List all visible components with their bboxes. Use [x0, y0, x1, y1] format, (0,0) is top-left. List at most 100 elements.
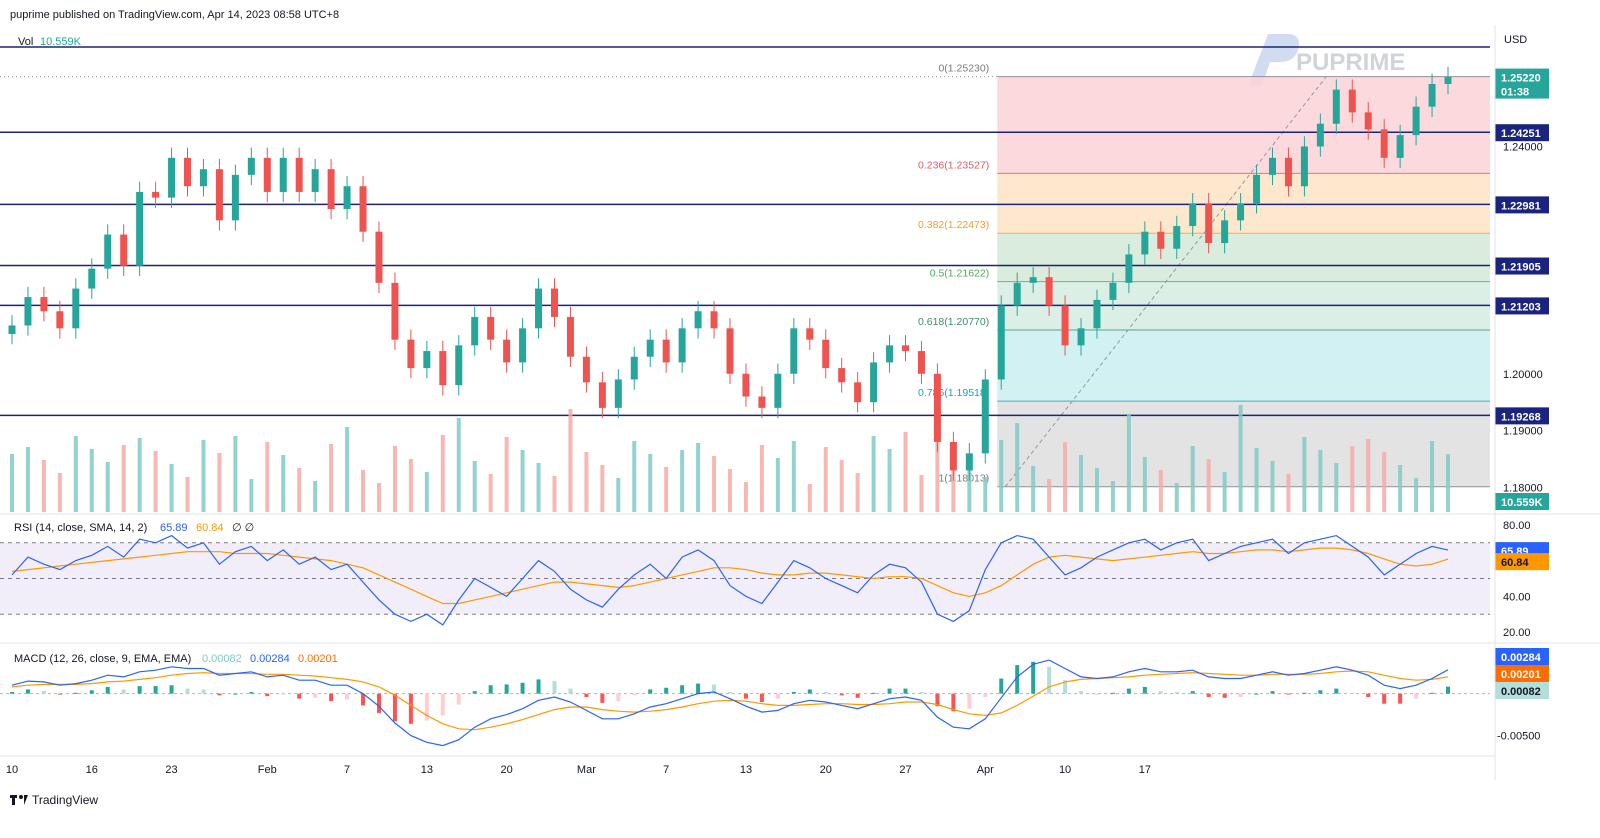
volume-bar: [313, 481, 318, 512]
volume-bar: [903, 432, 908, 512]
candle-body: [1364, 112, 1372, 130]
volume-bar: [855, 473, 860, 512]
candle-body: [295, 157, 303, 192]
macd-histogram-bar: [839, 693, 844, 696]
candle-body: [1300, 146, 1308, 187]
macd-histogram-bar: [712, 684, 717, 694]
volume-bar: [552, 476, 557, 512]
volume-bar: [456, 418, 461, 512]
macd-histogram-bar: [424, 693, 429, 721]
macd-hist-last-label-text: 0.00082: [1501, 686, 1541, 698]
candle-body: [726, 328, 734, 374]
macd-histogram-bar: [728, 691, 732, 694]
candle-body: [1428, 83, 1436, 107]
time-tick-label: 16: [86, 764, 98, 776]
rsi-sma-last-label-bg: [1495, 553, 1549, 571]
macd-hist-last-label-bg: [1495, 682, 1549, 699]
fibonacci-retracement[interactable]: 0(1.25230) 0.236(1.23527) 0.382(1.22473) 0.…: [0, 63, 1490, 488]
volume-legend-value: 10.559K: [40, 36, 82, 48]
macd-signal-line: [11, 670, 1449, 731]
volume-bar: [424, 472, 429, 512]
fib-zone: [997, 401, 1490, 487]
rsi-sma-last-label: 60.84: [1495, 553, 1549, 571]
candle-body: [40, 297, 48, 312]
candle-body: [1268, 157, 1276, 175]
candle-body: [1013, 282, 1021, 306]
candle-body: [1189, 203, 1197, 227]
macd-histogram-bar: [25, 689, 30, 694]
macd-histogram-bar: [1031, 661, 1036, 694]
volume-bar: [1318, 450, 1323, 512]
candle-body: [1316, 123, 1324, 147]
macd-histogram-bar: [504, 684, 509, 694]
candle-body: [327, 169, 335, 209]
level-price-label-bg: [1495, 196, 1549, 214]
macd-histogram-bar: [185, 688, 190, 694]
macd-last-label: 0.00284: [1495, 648, 1549, 665]
candle-body: [1045, 277, 1053, 306]
last-price-label: 1.25220 01:38: [1495, 68, 1549, 99]
macd-histogram-bar: [1126, 688, 1131, 694]
macd-histogram-bar: [1398, 693, 1403, 704]
candle-body: [742, 373, 750, 397]
time-tick-label: 10: [1059, 764, 1071, 776]
volume-bar: [887, 449, 892, 512]
macd-histogram-bar: [680, 685, 685, 694]
volume-bar: [1254, 448, 1259, 512]
volume-bar: [121, 445, 126, 512]
macd-signal-last-label-bg: [1495, 665, 1549, 682]
macd-histogram-bar: [616, 693, 621, 702]
volume-bar: [41, 460, 46, 512]
macd-histogram-bar: [488, 685, 493, 694]
volume-bar: [440, 435, 445, 512]
macd-histogram-bar: [1238, 693, 1243, 697]
macd-histogram-bar: [361, 693, 366, 706]
rsi-pane: [0, 534, 1490, 626]
candle-body: [88, 268, 96, 289]
macd-histogram-bar: [664, 687, 669, 694]
macd-histogram-bar: [201, 689, 206, 694]
volume-bar: [616, 478, 621, 512]
macd-histogram-bar: [983, 693, 988, 697]
macd-signal-last-label-text: 0.00201: [1501, 669, 1541, 681]
volume-bar: [775, 458, 780, 512]
time-tick-label: 27: [899, 764, 911, 776]
macd-histogram-bar: [313, 693, 318, 698]
macd-histogram-bar: [1174, 691, 1179, 694]
price-tick-label: 1.19000: [1503, 426, 1543, 438]
time-tick-label: 13: [740, 764, 752, 776]
macd-histogram-bar: [584, 693, 589, 697]
macd-histogram-bar: [249, 691, 254, 694]
fib-level-label: 0.5(1.21622): [930, 268, 990, 280]
time-tick-label: Mar: [577, 764, 596, 776]
level-price-label-text: 1.22981: [1501, 200, 1541, 212]
level-price-label-bg: [1495, 257, 1549, 275]
volume-last-label: 10.559K: [1495, 493, 1549, 510]
candle-body: [423, 351, 431, 369]
volume-bar: [1334, 463, 1339, 512]
candle-body: [311, 169, 319, 192]
macd-histogram-bar: [233, 693, 238, 695]
fib-level-label: 1(1.18013): [938, 473, 989, 485]
volume-bar: [10, 454, 14, 512]
candle-body: [662, 339, 670, 363]
volume-bar: [105, 462, 110, 512]
macd-histogram-bar: [265, 693, 270, 697]
horizontal-levels[interactable]: [0, 46, 1490, 417]
volume-bar: [1366, 439, 1371, 512]
macd-histogram-bar: [1334, 688, 1339, 694]
level-price-label-bg: [1495, 297, 1549, 315]
fib-level-label: 0.786(1.19518): [918, 387, 989, 399]
candle-body: [535, 288, 543, 329]
candle-body: [1125, 254, 1133, 283]
candle-body: [1205, 203, 1213, 244]
volume-bar: [999, 440, 1004, 512]
axes: 1.24000 1.20000 1.19000 1.18000 80.00 40.00 20…: [6, 141, 1543, 776]
macd-legend-signal: 0.00201: [298, 653, 338, 665]
macd-histogram-bar: [1382, 693, 1387, 704]
volume-bar: [1398, 465, 1403, 512]
macd-histogram-bar: [440, 693, 445, 716]
volume-bar: [664, 467, 669, 512]
volume-bar: [967, 464, 972, 512]
